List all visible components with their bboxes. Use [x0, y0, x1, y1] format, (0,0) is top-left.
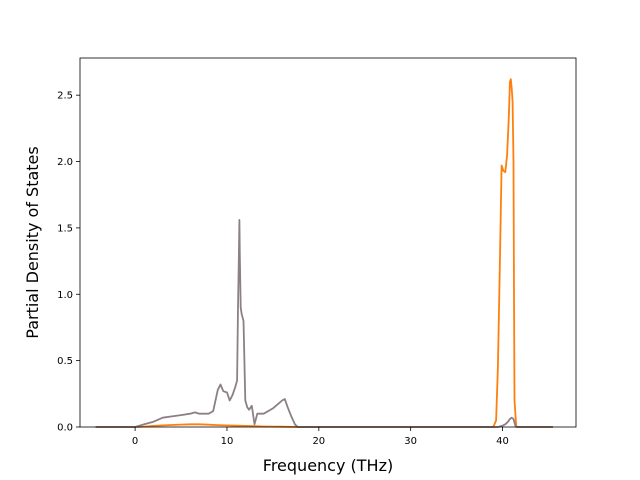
series-line-0: [95, 78, 553, 428]
x-tick-label: 30: [404, 436, 417, 447]
series-line-1: [95, 218, 553, 428]
y-axis-ticks: 0.0 0.5 1.0 1.5 2.0 2.5: [57, 91, 80, 434]
x-tick-label: 20: [312, 436, 325, 447]
plot-frame: [79, 57, 577, 428]
y-tick-label: 0.0: [57, 423, 73, 434]
x-tick-label: 10: [221, 436, 234, 447]
x-tick-label: 0: [132, 436, 138, 447]
y-tick-label: 0.5: [57, 356, 73, 367]
y-tick-label: 2.0: [57, 157, 73, 168]
x-tick-label: 40: [496, 436, 509, 447]
series-layer: [95, 78, 553, 428]
y-tick-label: 1.5: [57, 223, 73, 234]
x-axis-ticks: 0 10 20 30 40: [132, 427, 509, 447]
y-tick-label: 2.5: [57, 91, 73, 102]
x-axis-label: Frequency (THz): [263, 456, 393, 475]
y-tick-label: 1.0: [57, 290, 73, 301]
y-axis-label: Partial Density of States: [23, 146, 42, 338]
